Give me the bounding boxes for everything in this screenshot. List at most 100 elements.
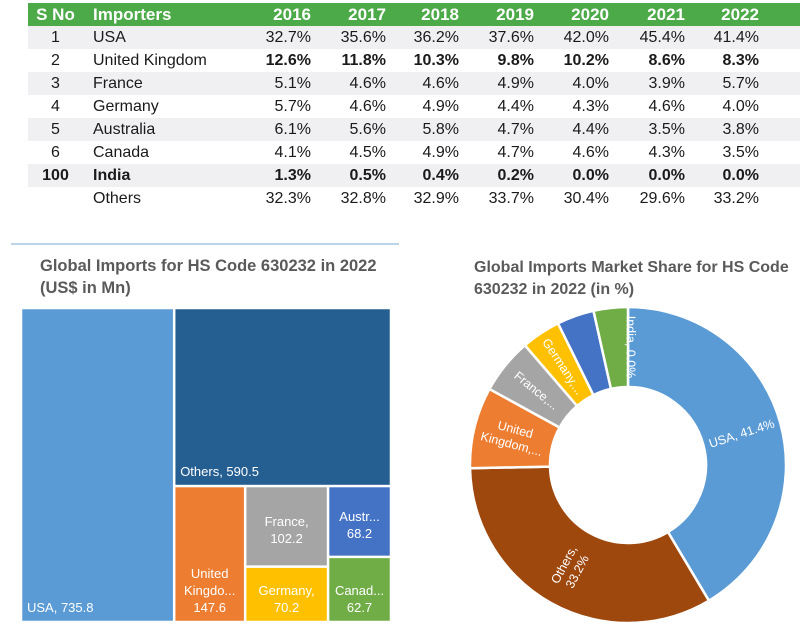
row-sno: 4 — [51, 98, 60, 115]
treemap-tile-australia: Austr... 68.2 — [329, 487, 390, 556]
row-value: 4.0% — [722, 98, 759, 115]
row-value: 4.5% — [349, 144, 386, 161]
row-value: 4.3% — [572, 98, 609, 115]
row-value: 5.8% — [422, 121, 459, 138]
header-year: 2016 — [273, 5, 311, 24]
treemap-label: 147.6 — [193, 600, 226, 615]
treemap-label: 70.2 — [274, 600, 299, 615]
treemap-chart: USA, 735.8 Others, 590.5 United Kingdo... 14… — [22, 309, 390, 621]
row-sno: 2 — [51, 52, 60, 69]
donut-slice-usa: USA, 41.4% — [626, 305, 788, 603]
row-value: 36.2% — [413, 29, 459, 46]
row-importer: Germany — [93, 98, 159, 115]
row-sno: 1 — [51, 29, 60, 46]
treemap-label: Canad... — [335, 583, 384, 598]
row-value: 29.6% — [639, 190, 685, 207]
donut-slice-canada — [592, 305, 630, 391]
row-value: 4.4% — [572, 121, 609, 138]
row-value: 0.0% — [722, 167, 759, 184]
donut-arc — [626, 305, 788, 603]
row-value: 4.6% — [349, 98, 386, 115]
row-value: 3.5% — [648, 121, 685, 138]
row-value: 5.7% — [722, 75, 759, 92]
donut-slice-others: Others,33.2% — [468, 465, 711, 625]
row-value: 4.9% — [422, 98, 459, 115]
row-value: 8.3% — [722, 52, 759, 69]
row-value: 12.6% — [265, 52, 311, 69]
donut-label: India, 0.0% — [623, 316, 637, 379]
row-value: 0.2% — [497, 167, 534, 184]
row-value: 32.3% — [265, 190, 311, 207]
row-value: 0.0% — [572, 167, 609, 184]
row-sno: 6 — [51, 144, 60, 161]
row-value: 9.8% — [497, 52, 534, 69]
treemap-label: 62.7 — [347, 600, 372, 615]
treemap-label: Austr... — [339, 509, 379, 524]
row-value: 41.4% — [713, 29, 759, 46]
donut-title: Global Imports Market Share for HS Code … — [474, 259, 789, 298]
treemap-label: United — [191, 566, 229, 581]
donut-slice-united-kingdom: UnitedKingdom,... — [468, 387, 562, 470]
row-value: 6.1% — [274, 121, 311, 138]
row-value: 0.0% — [648, 167, 685, 184]
header-importers: Importers — [93, 5, 172, 24]
row-importer: Australia — [93, 121, 156, 138]
row-value: 32.8% — [340, 190, 386, 207]
treemap-tile-canada: Canad... 62.7 — [329, 558, 390, 621]
row-value: 10.3% — [413, 52, 459, 69]
header-year: 2021 — [647, 5, 685, 24]
row-value: 3.9% — [648, 75, 685, 92]
row-sno — [28, 187, 83, 210]
row-value: 3.8% — [722, 121, 759, 138]
treemap-tile-united-kingdom: United Kingdo... 147.6 — [175, 487, 244, 621]
row-value: 0.4% — [422, 167, 459, 184]
treemap-rect — [329, 558, 390, 621]
row-value: 4.7% — [497, 121, 534, 138]
table-row: 5 Australia 6.1% 5.6% 5.8% 4.7% 4.4% 3.5% 3.8% — [28, 118, 800, 141]
row-value: 4.6% — [648, 98, 685, 115]
row-value: 4.0% — [572, 75, 609, 92]
treemap-tile-others: Others, 590.5 — [175, 309, 390, 485]
row-value: 4.7% — [497, 144, 534, 161]
donut-arc — [592, 305, 630, 391]
table-row: 4 Germany 5.7% 4.6% 4.9% 4.4% 4.3% 4.6% 4.0% — [28, 95, 800, 118]
header-year: 2018 — [421, 5, 459, 24]
row-value: 5.6% — [349, 121, 386, 138]
row-sno: 5 — [51, 121, 60, 138]
treemap-tile-usa: USA, 735.8 — [22, 309, 173, 621]
table-row: 2 United Kingdom 12.6% 11.8% 10.3% 9.8% 10.2% 8… — [28, 49, 800, 72]
row-value: 33.7% — [488, 190, 534, 207]
donut-slice-india: India, 0.0% — [623, 316, 637, 379]
row-importer: United Kingdom — [93, 52, 207, 69]
table-header-row: S No Importers 2016 2017 2018 2019 2020 2021 202… — [28, 3, 800, 26]
row-value: 32.7% — [265, 29, 311, 46]
row-sno: 100 — [42, 167, 69, 184]
table-row: Others 32.3% 32.8% 32.9% 33.7% 30.4% 29.6% 33.2… — [28, 187, 800, 210]
treemap-label: France, — [265, 514, 309, 529]
row-value: 37.6% — [488, 29, 534, 46]
treemap-rect — [175, 309, 390, 485]
table-row: 3 France 5.1% 4.6% 4.6% 4.9% 4.0% 3.9% 5.7% — [28, 72, 800, 95]
row-value: 30.4% — [563, 190, 609, 207]
row-importer: Others — [93, 190, 142, 207]
treemap-rect — [246, 567, 327, 621]
row-value: 3.5% — [722, 144, 759, 161]
row-value: 4.4% — [497, 98, 534, 115]
row-value: 4.6% — [349, 75, 386, 92]
row-value: 10.2% — [563, 52, 609, 69]
treemap-label: 102.2 — [270, 531, 303, 546]
row-value: 11.8% — [341, 52, 386, 69]
row-value: 35.6% — [340, 29, 386, 46]
row-value: 32.9% — [413, 190, 459, 207]
row-sno: 3 — [51, 75, 60, 92]
row-importer: Canada — [93, 144, 150, 161]
treemap-label: Kingdo... — [184, 583, 235, 598]
header-year: 2020 — [571, 5, 609, 24]
row-value: 0.5% — [349, 167, 386, 184]
treemap-label: Germany, — [259, 583, 315, 598]
header-year: 2017 — [348, 5, 386, 24]
treemap-tile-france: France, 102.2 — [246, 487, 327, 566]
header-sno: S No — [36, 5, 75, 24]
table-row: 6 Canada 4.1% 4.5% 4.9% 4.7% 4.6% 4.3% 3.5% — [28, 141, 800, 164]
treemap-title: Global Imports for HS Code 630232 in 202… — [40, 257, 377, 297]
